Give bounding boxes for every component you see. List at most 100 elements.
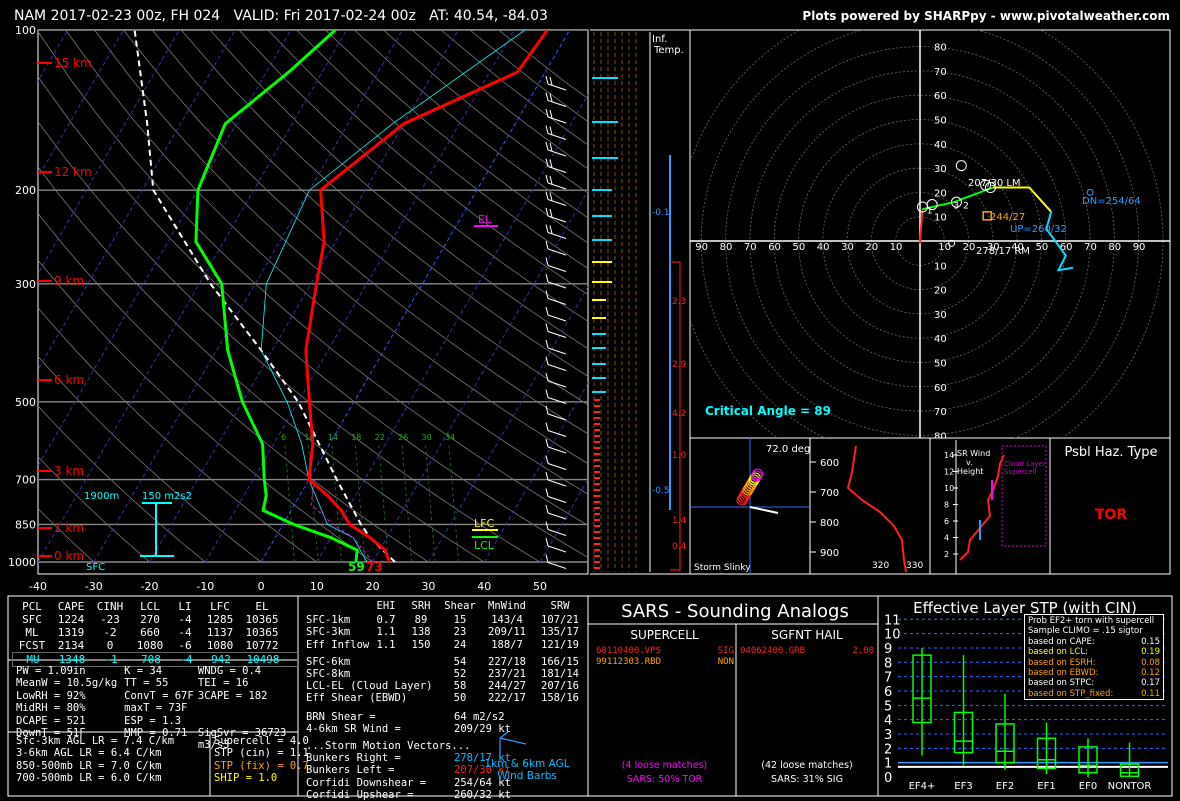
stp-legend-row: based on STPC:0.17 [1028, 678, 1160, 688]
kin-cell: 107/21 [534, 614, 586, 626]
height-label: 12 km [54, 165, 92, 179]
stp-legend-label: based on STP_fixed: [1028, 689, 1113, 699]
kin-cell: 158/16 [534, 692, 586, 704]
wind-barb [546, 241, 548, 249]
dry-adiabat [297, 30, 1154, 562]
thermo-index: MeanW = 10.5g/kg [16, 677, 124, 689]
parcel-cell: -4 [170, 613, 200, 626]
isotherm [0, 30, 12, 562]
hodo-ring-label: 70 [934, 407, 947, 418]
thermo-index: TEI = 16 [198, 677, 306, 689]
lapse-rate: Sfc-3km AGL LR = 7.4 C/km [16, 735, 174, 747]
stp-ytick: 1 [884, 757, 892, 772]
mixing-ratio-label: 18 [351, 433, 361, 442]
wind-barb [548, 447, 566, 453]
hodo-ring-label: 50 [934, 116, 947, 127]
kin-cell [402, 656, 440, 668]
kin-cell [402, 692, 440, 704]
storm-vector-value: 260/32 kt [454, 789, 511, 801]
hodo-x-label: 40 [817, 242, 830, 253]
el-label: EL [478, 213, 492, 226]
height-label: 15 km [54, 56, 92, 70]
kin-cell: 143/4 [480, 614, 534, 626]
stp-legend-value: 0.08 [1141, 658, 1160, 668]
wind-barb [546, 109, 548, 117]
wetbulb-trace [261, 30, 525, 562]
wind-barb [546, 142, 548, 150]
wind-barb [546, 324, 548, 332]
dry-adiabat [239, 30, 1042, 562]
inflow-tick: -0.1 [652, 208, 670, 218]
mixing-ratio-label: 14 [328, 433, 338, 442]
srwind-title: SR Wind [957, 449, 990, 458]
inflow-value: 2.9 [672, 360, 687, 370]
wind-barb [546, 192, 548, 200]
temperature-tick: 20 [366, 580, 380, 593]
sars-sup-matches: (4 loose matches) [592, 760, 737, 771]
stp-legend-label: based on CAPE: [1028, 637, 1095, 647]
mixing-ratio-label: 30 [422, 433, 432, 442]
stp-legend-value: 0.15 [1141, 637, 1160, 647]
wind-barb [546, 489, 548, 497]
parcel-cell: -2 [90, 626, 130, 639]
isotherm [261, 30, 570, 562]
brn-shear-value: 64 m2/s2 [454, 711, 505, 723]
kin-row-label: LCL-EL (Cloud Layer) [306, 680, 370, 692]
parcel-cell: 10365 [240, 613, 284, 626]
slinky-vector [750, 507, 778, 513]
kin-cell [370, 692, 402, 704]
isotherm [38, 30, 347, 562]
dry-adiabat [354, 30, 1180, 562]
parcel-header: EL [240, 600, 284, 613]
wind-barb [546, 307, 548, 315]
temperature-tick: -10 [196, 580, 214, 593]
srwind-tick: 14 [944, 451, 954, 460]
wind-barb [546, 406, 548, 414]
hodo-ring-label: 80 [934, 431, 947, 442]
srwind-tick: 8 [944, 501, 949, 510]
thermo-index: PW = 1.09in [16, 665, 124, 677]
kin-header: SRH [402, 600, 440, 612]
parcel-cell: 270 [130, 613, 170, 626]
wind-barb [548, 480, 566, 486]
slinky-label: Storm Slinky [694, 563, 751, 573]
kin-cell: 150 [402, 639, 440, 651]
sars-sup-id: 99112303.RBD [596, 657, 661, 668]
wind-barb [546, 373, 548, 381]
kin-cell: 188/7 [480, 639, 534, 651]
srwind-tick: 2 [944, 550, 949, 559]
kin-header-spacer [306, 600, 370, 612]
hodo-x-label: 70 [744, 242, 757, 253]
stp-category-label: NONTOR [1108, 781, 1152, 792]
kin-cell: 135/17 [534, 626, 586, 638]
thermo-index: maxT = 73F [124, 702, 198, 714]
slinky-deg: 72.0 deg [766, 444, 810, 455]
wind-barb [546, 538, 548, 546]
height-label: 0 km [54, 549, 84, 563]
hodo-ring-label: 60 [934, 383, 947, 394]
stp-legend-row: based on STP_fixed:0.11 [1028, 689, 1160, 699]
hodo-ring-label: 20 [934, 286, 947, 297]
theta-trace [848, 446, 906, 572]
parcel-cell: 2134 [52, 639, 90, 652]
temperature-tick: 40 [477, 580, 491, 593]
eff-srh-label: 150 m2s2 [142, 491, 192, 502]
kin-cell: 15 [440, 614, 480, 626]
pressure-tick: 300 [15, 278, 36, 291]
hodo-x-label: 10 [890, 242, 903, 253]
hodo-point-label: 2 [963, 202, 969, 212]
wind-barb [546, 522, 548, 530]
sr46-value: 209/29 kt [454, 723, 511, 735]
thermo-index: ConvT = 67F [124, 690, 198, 702]
kin-cell: 58 [440, 680, 480, 692]
hodo-ring-label: 30 [934, 164, 947, 175]
srwind-tick: 4 [944, 534, 949, 543]
parcel-cell: 0 [90, 639, 130, 652]
sars-hail-pct: SARS: 31% SIG [736, 774, 878, 785]
